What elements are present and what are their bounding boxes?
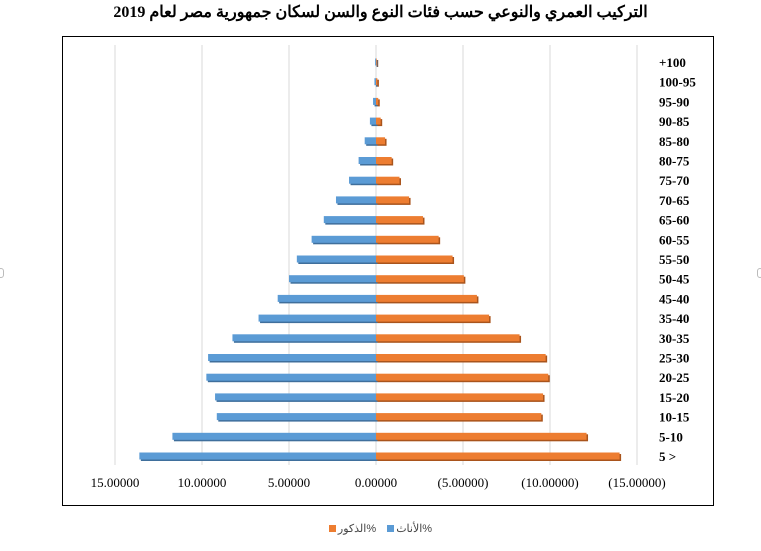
category-label: 50-45	[659, 272, 690, 287]
category-label: 80-75	[659, 154, 690, 169]
category-label: 25-30	[659, 351, 689, 366]
bar-male	[376, 275, 464, 283]
bar-female	[373, 97, 376, 105]
x-tick-label: 15.00000	[91, 475, 140, 490]
bar-female	[311, 235, 376, 243]
bar-female	[375, 58, 376, 66]
bar-male	[376, 255, 453, 263]
bar-male	[376, 432, 587, 440]
bar-male	[376, 235, 439, 243]
bar-female	[374, 78, 376, 86]
bar-shadow-male	[377, 60, 379, 67]
bar-male	[376, 334, 520, 342]
category-label: 100-95	[659, 75, 696, 90]
category-label: +100	[659, 55, 686, 70]
bar-male	[376, 196, 410, 204]
legend-item-females: الأناث%	[387, 522, 432, 535]
bar-female	[369, 117, 376, 125]
bar-male	[376, 117, 381, 125]
legend-item-males: الذكور%	[328, 522, 377, 535]
category-label: 95-90	[659, 94, 689, 109]
x-tick-label: (5.00000)	[438, 475, 489, 490]
bar-female	[289, 275, 376, 283]
category-label: 15-20	[659, 390, 689, 405]
bar-female	[139, 452, 376, 460]
bar-female	[296, 255, 376, 263]
bar-male	[376, 97, 379, 105]
category-label: 75-70	[659, 173, 689, 188]
right-edge-handle	[757, 268, 761, 278]
category-label: 5-10	[659, 429, 683, 444]
bar-shadow-male	[377, 99, 380, 107]
x-tick-label: (10.00000)	[521, 475, 578, 490]
category-label: 90-85	[659, 114, 690, 129]
x-tick-label: (15.00000)	[608, 475, 665, 490]
legend-swatch-males	[328, 525, 336, 532]
bar-male	[376, 157, 392, 164]
legend-label-males: الذكور%	[337, 523, 377, 535]
bar-male	[376, 137, 386, 145]
category-label: 10-15	[659, 410, 690, 425]
bar-female	[335, 196, 376, 204]
pyramid-chart: 15.00000 10.00000 5.00000 0.00000 (5.00000) (…	[91, 45, 696, 490]
bar-male	[376, 413, 542, 421]
x-tick-label: 5.00000	[268, 475, 310, 490]
bar-male	[376, 216, 423, 224]
bar-female	[172, 432, 376, 440]
bar-shadow-male	[377, 79, 379, 87]
category-label: 20-25	[659, 370, 690, 385]
bar-male	[376, 294, 477, 302]
category-label: 85-80	[659, 134, 689, 149]
legend-swatch-females	[387, 525, 395, 532]
bar-female	[349, 176, 376, 184]
x-tick-label: 0.00000	[355, 475, 397, 490]
bar-male	[376, 354, 546, 361]
bar-female	[208, 354, 376, 361]
category-label: 45-40	[659, 291, 689, 306]
bar-female	[215, 393, 376, 401]
category-label: 70-65	[659, 193, 690, 208]
x-tick-label: 10.00000	[178, 475, 227, 490]
category-label: 55-50	[659, 252, 689, 267]
chart-title: التركيب العمري والنوعي حسب فئات النوع وا…	[113, 4, 648, 21]
bar-male	[376, 58, 377, 66]
category-label: 5 >	[659, 449, 676, 464]
category-label: 30-35	[659, 331, 690, 346]
bar-female	[277, 294, 376, 302]
bar-male	[376, 314, 490, 322]
bar-female	[216, 413, 376, 421]
bar-female	[206, 373, 376, 381]
bar-male	[376, 373, 549, 381]
category-label: 60-55	[659, 232, 690, 247]
legend-label-females: الأناث%	[396, 523, 433, 535]
bar-female	[323, 216, 376, 224]
bar-female	[258, 314, 376, 322]
bar-male	[376, 176, 400, 184]
chart-area: 15.00000 10.00000 5.00000 0.00000 (5.00000) (…	[62, 36, 714, 506]
bar-female	[364, 137, 376, 145]
bar-female	[358, 157, 376, 164]
bar-male	[376, 393, 544, 401]
category-label: 65-60	[659, 213, 689, 228]
legend: الذكور% الأناث%	[0, 522, 761, 535]
category-label: 35-40	[659, 311, 689, 326]
bar-female	[232, 334, 376, 342]
bar-shadow-female	[376, 60, 378, 67]
left-edge-handle	[0, 268, 4, 278]
bar-male	[376, 452, 620, 460]
bar-male	[376, 78, 378, 86]
